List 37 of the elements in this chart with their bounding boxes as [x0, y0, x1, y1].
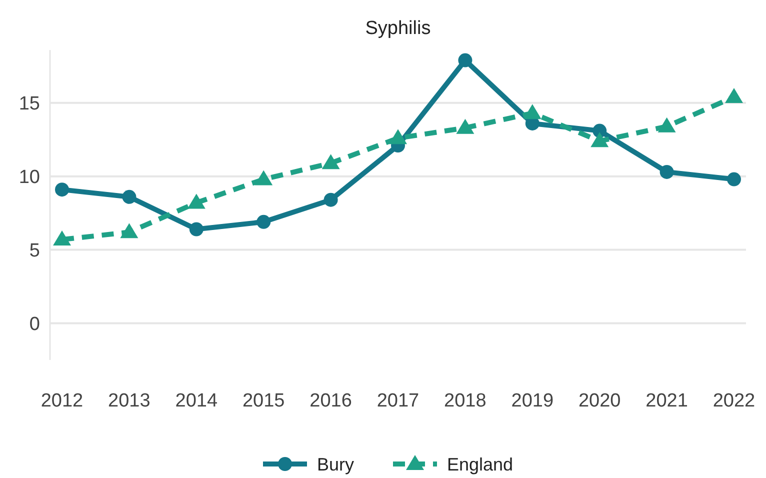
point — [256, 214, 271, 229]
x-tick-label: 2012 — [40, 390, 84, 412]
point — [389, 129, 407, 144]
point — [254, 170, 273, 186]
point — [458, 53, 472, 68]
x-tick-label: 2017 — [376, 390, 420, 412]
x-tick-label: 2021 — [646, 390, 688, 412]
point — [55, 182, 69, 197]
y-tick-label: 15 — [18, 94, 40, 115]
point — [725, 88, 743, 104]
point — [660, 164, 674, 179]
y-tick-label: 5 — [29, 240, 40, 262]
legend-label: Bury — [317, 454, 354, 474]
x-tick-label: 2020 — [578, 390, 621, 412]
x-tick-label: 2019 — [511, 390, 554, 412]
point — [189, 222, 204, 236]
chart-title: Syphilis — [365, 18, 431, 39]
y-tick-label: 10 — [18, 167, 40, 188]
x-tick-label: 2014 — [175, 390, 218, 412]
point — [590, 132, 609, 148]
point — [120, 223, 138, 238]
x-tick-label: 2016 — [310, 390, 352, 412]
point — [322, 154, 340, 170]
point — [658, 117, 676, 132]
point — [727, 172, 741, 186]
point — [456, 118, 474, 134]
x-tick-label: 2013 — [108, 390, 150, 412]
legend-label: England — [447, 454, 514, 474]
point — [122, 190, 136, 204]
point — [53, 230, 71, 246]
y-tick-label: 0 — [29, 314, 40, 335]
point — [523, 104, 542, 120]
point — [324, 192, 338, 207]
x-tick-label: 2018 — [444, 390, 486, 412]
x-tick-label: 2022 — [712, 390, 756, 412]
point — [187, 194, 206, 209]
x-tick-label: 2015 — [242, 390, 285, 412]
